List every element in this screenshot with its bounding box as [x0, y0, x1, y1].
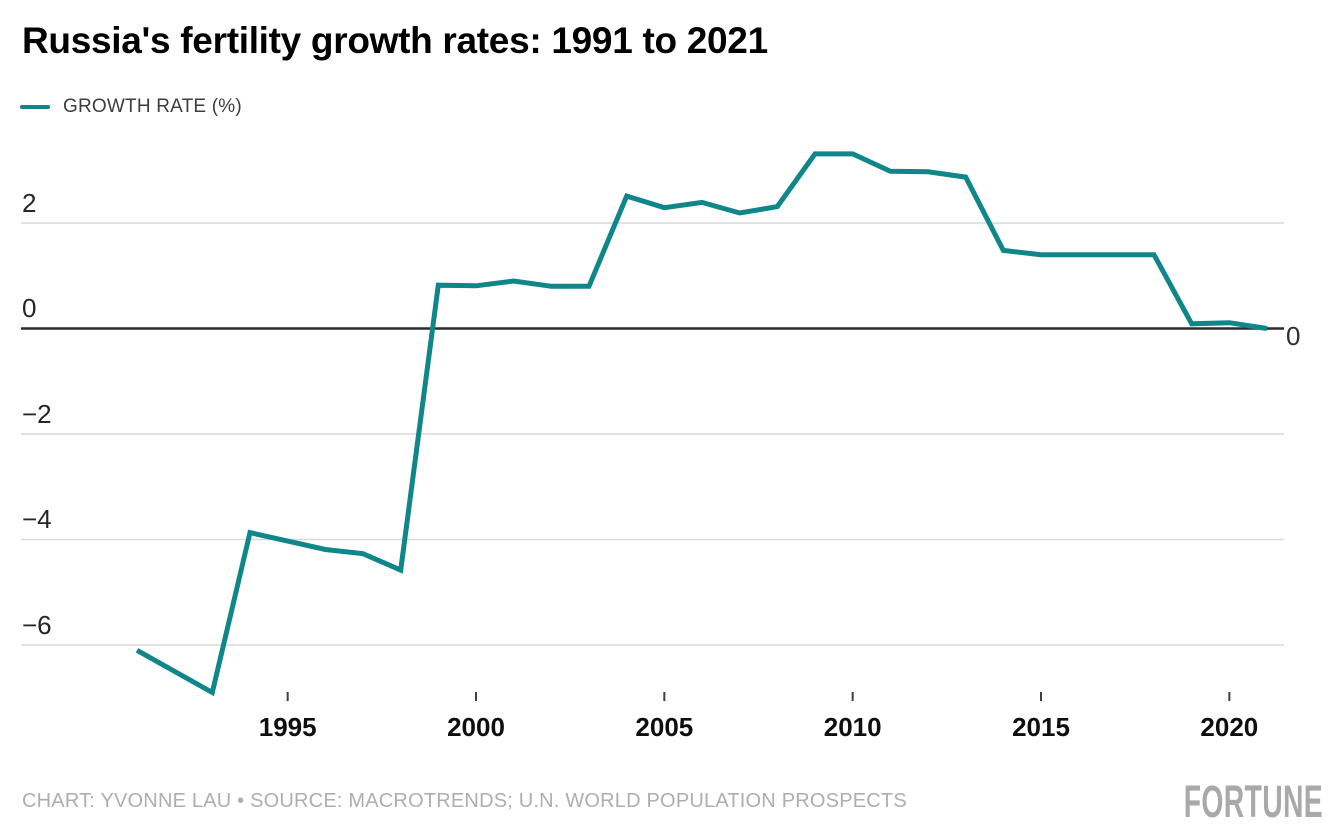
y-axis-label: 2 — [22, 187, 37, 218]
x-axis-label: 2020 — [1200, 712, 1259, 742]
y-axis-label: −6 — [22, 609, 52, 640]
y-axis-label: −2 — [22, 398, 52, 429]
x-axis-label: 2000 — [447, 712, 505, 742]
x-axis-label: 2010 — [823, 712, 882, 742]
footer-credit: CHART: YVONNE LAU • SOURCE: MACROTRENDS;… — [22, 790, 907, 812]
fortune-logo: FORTUNE — [1183, 776, 1323, 827]
y-axis-label: −4 — [22, 504, 52, 534]
legend-label: GROWTH RATE (%) — [63, 96, 242, 117]
growth-rate-line — [135, 151, 1268, 697]
x-axis-label: 2015 — [1012, 712, 1070, 742]
line-end-value-label: 0 — [1286, 320, 1301, 351]
y-axis-label: 0 — [22, 293, 37, 323]
x-axis-label: 1995 — [258, 712, 317, 742]
x-axis-label: 2005 — [635, 712, 694, 742]
chart-title: Russia's fertility growth rates: 1991 to… — [22, 20, 768, 61]
legend-line-swatch — [20, 104, 50, 110]
legend: GROWTH RATE (%) — [20, 96, 242, 117]
